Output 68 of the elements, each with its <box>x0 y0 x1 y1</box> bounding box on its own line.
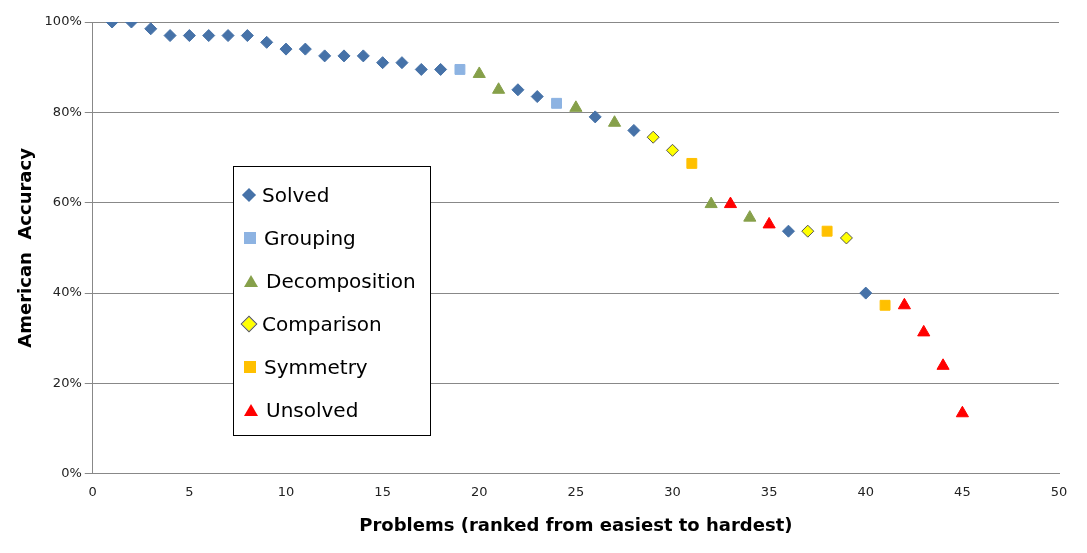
point <box>492 82 506 94</box>
point <box>511 83 525 97</box>
legend-label: Grouping <box>264 225 356 250</box>
y-tick-label: 40% <box>52 284 82 300</box>
y-tick-label: 0% <box>61 465 82 481</box>
point <box>743 210 757 222</box>
point <box>859 286 873 300</box>
point <box>917 324 931 337</box>
y-tick-label: 80% <box>52 103 82 119</box>
x-tick-label: 15 <box>374 483 391 499</box>
x-tick-label: 5 <box>185 483 194 499</box>
point <box>144 22 158 36</box>
point <box>627 123 641 137</box>
x-axis-title: Problems (ranked from easiest to hardest) <box>359 513 793 535</box>
y-tick-label: 20% <box>52 374 82 390</box>
point <box>569 100 583 112</box>
point <box>762 216 776 229</box>
y-tick-label: 100% <box>44 13 82 29</box>
point <box>723 196 738 209</box>
point <box>551 97 563 109</box>
x-tick-label: 25 <box>567 483 585 499</box>
point <box>434 62 448 76</box>
point <box>704 196 718 209</box>
point <box>955 405 969 418</box>
point <box>936 358 950 370</box>
point <box>801 224 815 238</box>
y-axis-title: American Accuracy <box>14 147 36 348</box>
point <box>821 225 833 237</box>
point <box>897 297 911 310</box>
x-tick-label: 20 <box>470 483 488 499</box>
x-tick-label: 40 <box>857 483 875 499</box>
point <box>318 49 332 63</box>
point <box>781 224 795 238</box>
point <box>163 29 177 43</box>
point <box>839 231 853 245</box>
legend-label: Unsolved <box>266 397 359 422</box>
legend-label: Decomposition <box>266 268 416 293</box>
legend-label: Symmetry <box>264 354 368 379</box>
point <box>454 63 466 75</box>
point <box>337 49 351 63</box>
point <box>240 29 254 43</box>
point <box>588 110 602 124</box>
point <box>530 90 544 104</box>
y-tick-label: 60% <box>52 194 82 210</box>
point <box>202 29 216 43</box>
x-tick-label: 0 <box>88 483 97 499</box>
legend-label: Solved <box>262 182 330 207</box>
point <box>395 56 409 70</box>
x-tick-label: 10 <box>277 483 295 499</box>
point <box>182 29 196 43</box>
x-tick-label: 50 <box>1050 483 1068 499</box>
point <box>414 62 428 76</box>
point <box>879 299 891 311</box>
point <box>356 49 370 63</box>
x-tick-label: 35 <box>760 483 778 499</box>
point <box>298 42 312 56</box>
point <box>607 115 622 127</box>
x-tick-label: 30 <box>664 483 681 499</box>
point <box>646 130 660 144</box>
point <box>260 35 274 49</box>
point <box>686 157 698 169</box>
point <box>666 143 680 157</box>
point <box>376 56 390 70</box>
x-tick-label: 45 <box>954 483 971 499</box>
legend-label: Comparison <box>262 311 382 336</box>
point <box>221 29 235 43</box>
point <box>279 42 293 56</box>
point <box>472 66 486 78</box>
